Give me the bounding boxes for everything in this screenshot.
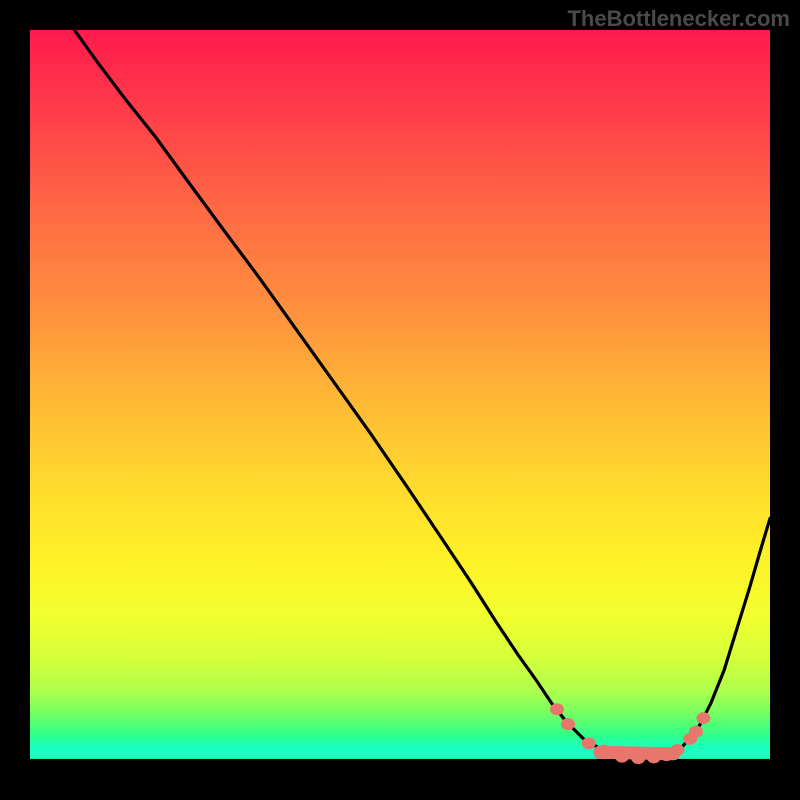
watermark-text: TheBottlenecker.com bbox=[567, 6, 790, 32]
marker-dot bbox=[550, 703, 564, 715]
page-root: TheBottlenecker.com bbox=[0, 0, 800, 800]
marker-dot bbox=[561, 718, 575, 730]
gradient-background bbox=[30, 30, 770, 759]
chart-svg bbox=[30, 30, 770, 770]
marker-dot bbox=[696, 712, 710, 724]
marker-dot bbox=[597, 745, 611, 757]
plot-frame bbox=[30, 30, 770, 770]
marker-dot bbox=[689, 726, 703, 738]
marker-dot bbox=[631, 752, 645, 764]
marker-dot bbox=[582, 737, 596, 749]
marker-dot bbox=[615, 751, 629, 763]
marker-dot bbox=[671, 744, 685, 756]
marker-dot bbox=[647, 751, 661, 763]
